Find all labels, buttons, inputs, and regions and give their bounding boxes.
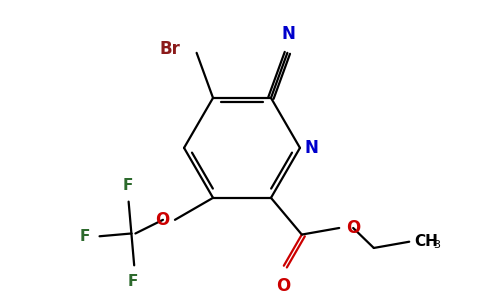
Text: O: O: [155, 211, 169, 229]
Text: F: F: [128, 274, 138, 289]
Text: O: O: [346, 219, 361, 237]
Text: Br: Br: [160, 40, 181, 58]
Text: N: N: [281, 25, 295, 43]
Text: 3: 3: [433, 240, 440, 250]
Text: N: N: [305, 139, 319, 157]
Text: F: F: [122, 178, 133, 193]
Text: CH: CH: [414, 234, 438, 249]
Text: O: O: [276, 277, 290, 295]
Text: F: F: [79, 229, 90, 244]
